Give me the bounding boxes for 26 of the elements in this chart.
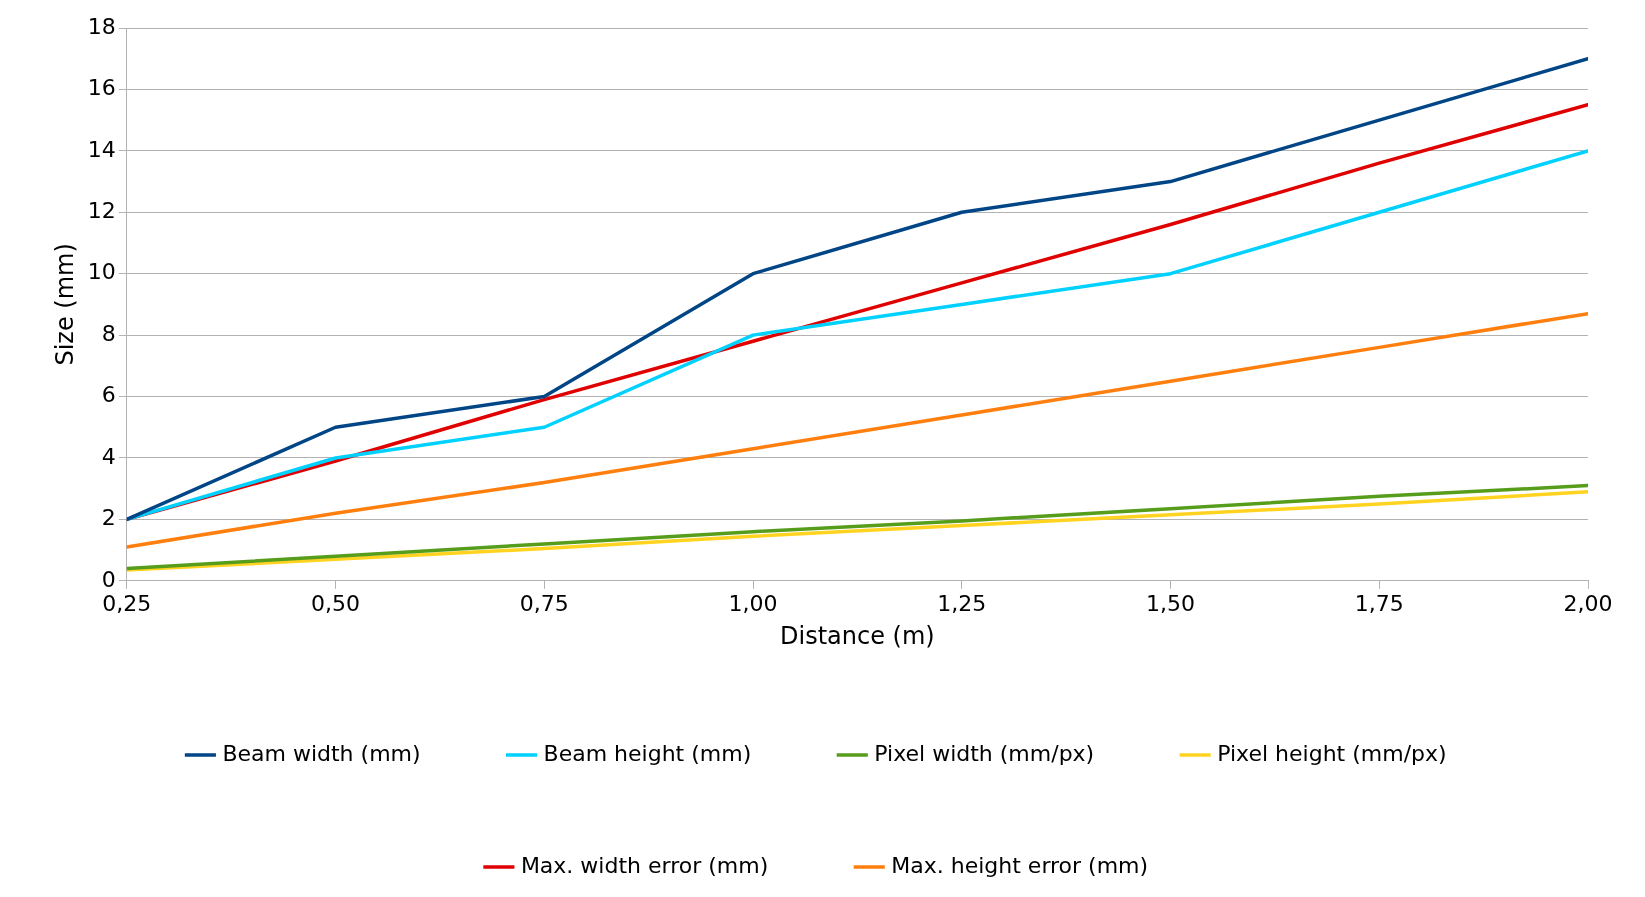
x-tick-label: 2,00 bbox=[1563, 590, 1613, 616]
y-tick-label: 0 bbox=[101, 566, 116, 592]
legend-label: Pixel width (mm/px) bbox=[874, 740, 1095, 766]
y-tick-label: 8 bbox=[101, 320, 116, 346]
y-tick-label: 6 bbox=[101, 382, 116, 408]
x-tick-label: 1,50 bbox=[1146, 590, 1195, 616]
y-tick-label: 4 bbox=[101, 443, 116, 469]
y-tick-label: 2 bbox=[101, 505, 116, 531]
y-tick-label: 12 bbox=[87, 197, 116, 223]
y-tick-label: 18 bbox=[87, 13, 116, 39]
x-tick-label: 1,25 bbox=[937, 590, 987, 616]
legend-label: Beam width (mm) bbox=[222, 740, 421, 766]
y-axis-title: Size (mm) bbox=[50, 243, 79, 366]
x-tick-label: 0,75 bbox=[519, 590, 569, 616]
y-tick-label: 10 bbox=[87, 259, 116, 285]
legend-label: Max. width error (mm) bbox=[520, 852, 769, 878]
legend-label: Max. height error (mm) bbox=[891, 852, 1149, 878]
legend-label: Beam height (mm) bbox=[543, 740, 752, 766]
y-tick-label: 14 bbox=[87, 136, 116, 162]
legend-label: Pixel height (mm/px) bbox=[1217, 740, 1447, 766]
x-tick-label: 0,50 bbox=[311, 590, 361, 616]
x-axis-title: Distance (m) bbox=[780, 621, 935, 650]
x-tick-label: 0,25 bbox=[102, 590, 152, 616]
x-tick-label: 1,75 bbox=[1354, 590, 1404, 616]
x-tick-label: 1,00 bbox=[728, 590, 778, 616]
y-tick-label: 16 bbox=[87, 75, 116, 101]
